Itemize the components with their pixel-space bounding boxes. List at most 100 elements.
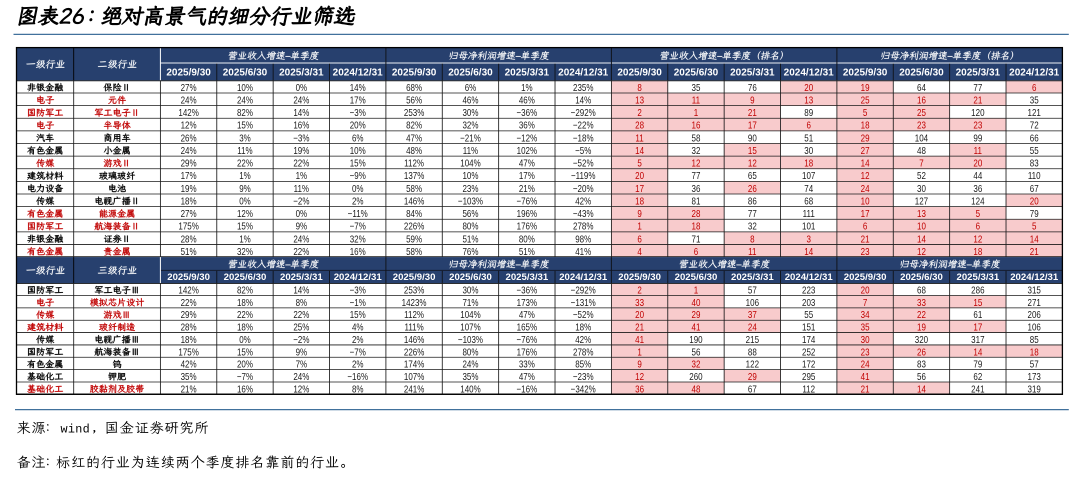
- svg-text:30%: 30%: [462, 107, 478, 118]
- svg-text:124: 124: [971, 196, 984, 207]
- svg-text:51%: 51%: [519, 246, 535, 257]
- svg-text:80%: 80%: [519, 233, 535, 244]
- svg-text:18%: 18%: [181, 196, 197, 207]
- svg-text:17: 17: [635, 183, 644, 194]
- svg-text:29: 29: [692, 309, 701, 320]
- svg-text:85: 85: [1030, 334, 1039, 345]
- svg-text:30: 30: [917, 183, 926, 194]
- svg-text:226%: 226%: [404, 346, 424, 357]
- svg-text:2024/12/31: 2024/12/31: [1010, 272, 1059, 283]
- svg-text:29: 29: [861, 133, 870, 144]
- svg-text:10%: 10%: [462, 170, 478, 181]
- svg-text:58%: 58%: [406, 246, 422, 257]
- svg-text:17%: 17%: [181, 170, 197, 181]
- svg-text:226%: 226%: [404, 221, 424, 232]
- svg-text:72: 72: [1030, 120, 1039, 131]
- svg-text:106: 106: [746, 297, 759, 308]
- svg-text:0%: 0%: [352, 183, 364, 194]
- svg-text:5: 5: [637, 158, 641, 169]
- svg-text:51%: 51%: [181, 246, 197, 257]
- svg-text:6: 6: [806, 120, 810, 131]
- svg-text:8%: 8%: [296, 297, 308, 308]
- svg-text:11: 11: [748, 246, 756, 257]
- svg-text:−7%: −7%: [237, 371, 253, 382]
- svg-text:0%: 0%: [296, 82, 308, 93]
- svg-text:1: 1: [694, 107, 698, 118]
- svg-text:1%: 1%: [239, 170, 251, 181]
- svg-text:4%: 4%: [352, 322, 364, 333]
- svg-text:2025/6/30: 2025/6/30: [223, 67, 268, 78]
- svg-text:−22%: −22%: [573, 120, 594, 131]
- svg-text:8: 8: [637, 82, 641, 93]
- svg-text:146%: 146%: [404, 196, 424, 207]
- svg-text:47%: 47%: [406, 133, 422, 144]
- svg-text:−7%: −7%: [350, 221, 366, 232]
- svg-text:51: 51: [804, 133, 813, 144]
- svg-text:24: 24: [861, 183, 870, 194]
- svg-text:21: 21: [861, 233, 870, 244]
- svg-text:18: 18: [692, 221, 701, 232]
- svg-text:−3%: −3%: [293, 133, 309, 144]
- svg-text:21: 21: [748, 107, 757, 118]
- svg-text:57: 57: [1030, 359, 1039, 370]
- svg-text:29: 29: [748, 371, 757, 382]
- svg-text:260: 260: [689, 371, 702, 382]
- svg-text:286: 286: [971, 285, 984, 296]
- svg-text:7%: 7%: [296, 359, 308, 370]
- svg-text:12: 12: [973, 233, 982, 244]
- svg-text:71: 71: [692, 233, 701, 244]
- svg-text:223: 223: [802, 285, 815, 296]
- svg-text:2%: 2%: [352, 334, 364, 345]
- svg-text:26%: 26%: [181, 133, 197, 144]
- svg-text:2025/9/30: 2025/9/30: [843, 67, 888, 78]
- svg-text:88: 88: [748, 346, 757, 357]
- svg-text:15%: 15%: [350, 158, 366, 169]
- svg-text:55: 55: [804, 309, 813, 320]
- svg-text:21%: 21%: [519, 183, 535, 194]
- svg-text:13: 13: [635, 95, 644, 106]
- svg-text:2025/6/30: 2025/6/30: [224, 272, 267, 283]
- svg-text:1: 1: [637, 221, 641, 232]
- svg-text:142%: 142%: [178, 285, 198, 296]
- svg-text:22%: 22%: [293, 158, 309, 169]
- svg-text:58: 58: [692, 133, 701, 144]
- svg-text:6: 6: [976, 221, 980, 232]
- svg-text:121: 121: [1028, 107, 1041, 118]
- svg-text:17%: 17%: [519, 170, 535, 181]
- svg-text:112: 112: [802, 383, 815, 394]
- svg-text:90: 90: [748, 133, 757, 144]
- svg-text:68%: 68%: [406, 82, 422, 93]
- svg-text:28%: 28%: [181, 322, 197, 333]
- svg-text:101: 101: [802, 221, 815, 232]
- svg-text:110: 110: [1028, 170, 1041, 181]
- svg-text:19%: 19%: [293, 145, 309, 156]
- svg-text:14: 14: [973, 346, 982, 357]
- svg-text:68: 68: [917, 285, 926, 296]
- svg-text:42%: 42%: [181, 359, 197, 370]
- svg-text:2024/12/31: 2024/12/31: [1009, 67, 1059, 78]
- svg-text:7: 7: [863, 297, 867, 308]
- svg-text:16%: 16%: [350, 246, 366, 257]
- svg-text:19: 19: [917, 322, 926, 333]
- svg-text:14%: 14%: [293, 107, 309, 118]
- svg-text:11: 11: [635, 133, 643, 144]
- svg-text:−21%: −21%: [460, 133, 481, 144]
- svg-text:22: 22: [917, 309, 926, 320]
- svg-text:16: 16: [917, 95, 926, 106]
- svg-text:41: 41: [692, 322, 701, 333]
- svg-text:57: 57: [748, 285, 757, 296]
- svg-text:12: 12: [635, 371, 644, 382]
- svg-text:34: 34: [861, 309, 870, 320]
- svg-text:2025/3/31: 2025/3/31: [730, 67, 775, 78]
- svg-text:112%: 112%: [404, 309, 424, 320]
- svg-text:25%: 25%: [293, 322, 309, 333]
- svg-text:19%: 19%: [181, 183, 197, 194]
- svg-text:112%: 112%: [404, 158, 424, 169]
- svg-text:23: 23: [861, 346, 870, 357]
- svg-text:2025/6/30: 2025/6/30: [674, 67, 719, 78]
- svg-text:172: 172: [802, 359, 815, 370]
- svg-text:140%: 140%: [460, 383, 480, 394]
- svg-text:24%: 24%: [181, 95, 197, 106]
- svg-text:2%: 2%: [352, 359, 364, 370]
- svg-text:42%: 42%: [575, 334, 591, 345]
